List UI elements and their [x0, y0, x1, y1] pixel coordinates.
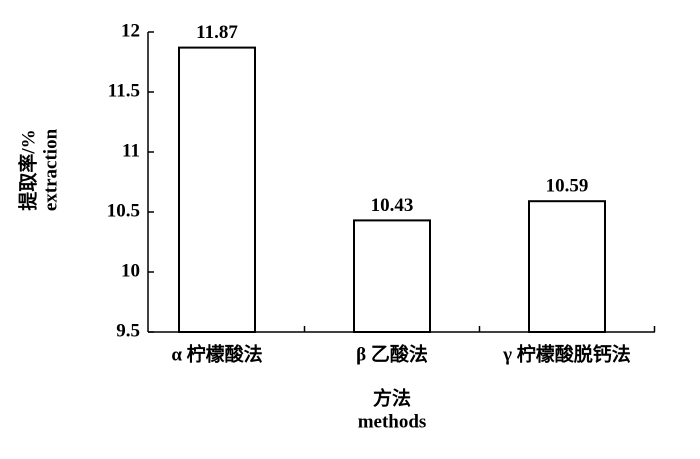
bar [528, 200, 606, 333]
y-axis-label-line: 提取率/% [16, 129, 39, 210]
y-axis-label-line: extraction [40, 128, 61, 211]
y-axis-label: 提取率/% extraction [16, 128, 61, 211]
x-axis-label: 方法 [373, 386, 411, 409]
y-tick-label: 11.5 [108, 80, 140, 101]
bar [178, 46, 256, 333]
y-tick-label: 11 [122, 140, 140, 161]
y-tick-label: 9.5 [116, 320, 140, 341]
y-tick-label: 10 [121, 260, 140, 281]
x-tick-label: β 乙酸法 [356, 342, 428, 365]
x-tick-label: α 柠檬酸法 [171, 342, 262, 365]
x-tick-label: γ 柠檬酸脱钙法 [502, 342, 631, 365]
data-label: 11.87 [196, 22, 238, 43]
bar [353, 219, 431, 333]
data-label: 10.59 [546, 176, 589, 197]
x-axis-label: methods [358, 411, 427, 432]
y-tick-label: 10.5 [107, 200, 140, 221]
data-label: 10.43 [371, 195, 414, 216]
y-tick-label: 12 [121, 20, 140, 41]
